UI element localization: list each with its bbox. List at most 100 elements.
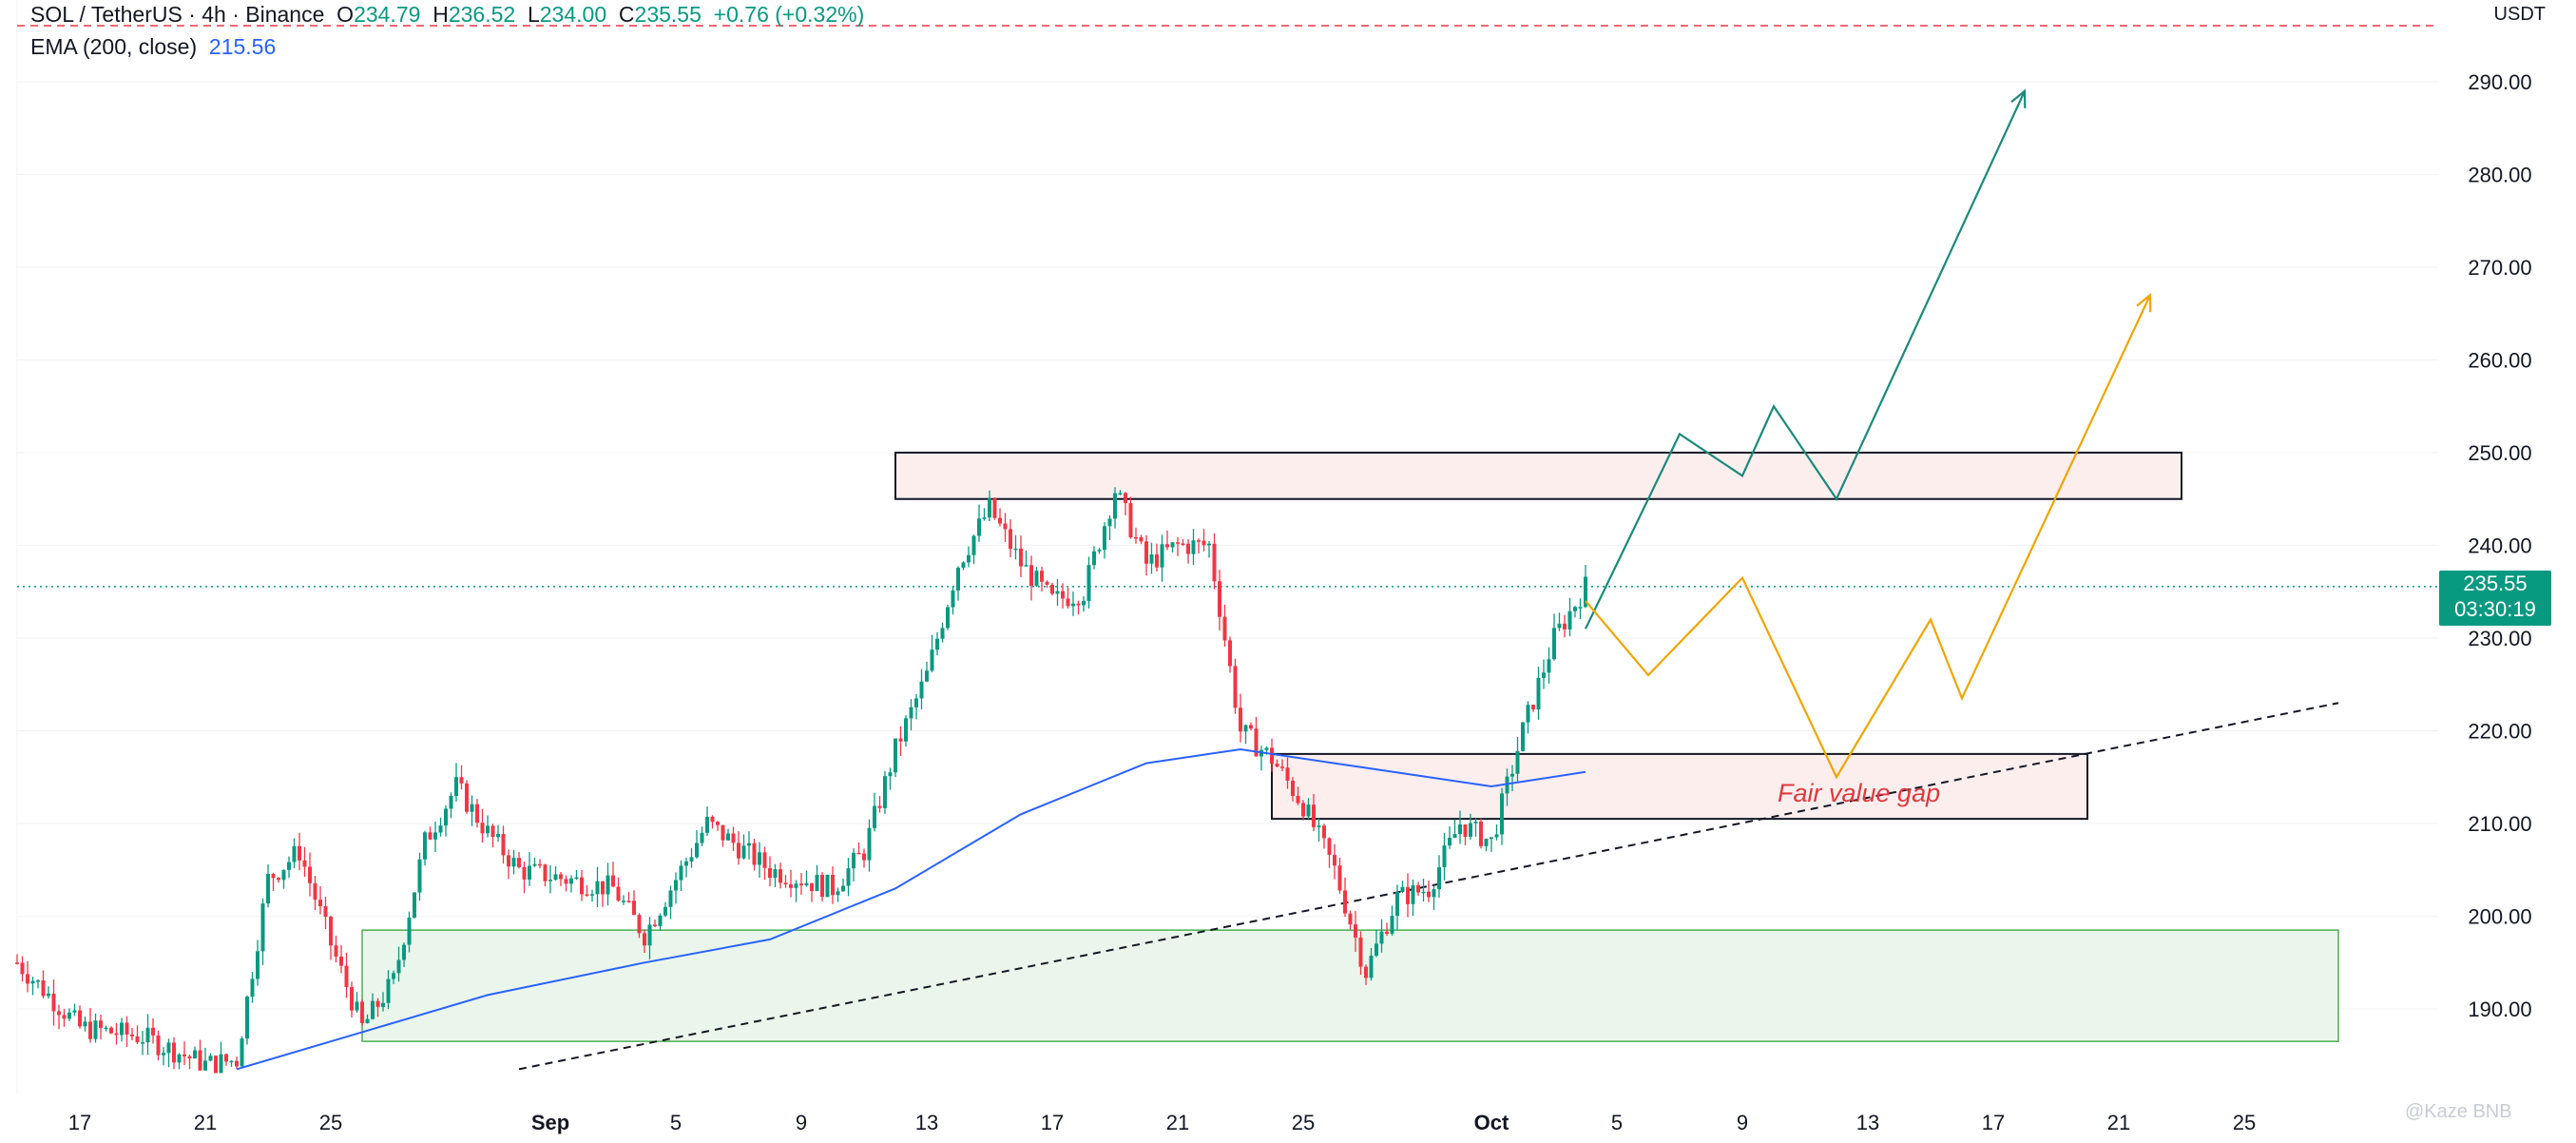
candle (574, 869, 579, 881)
candle (470, 795, 474, 826)
candle (1144, 534, 1148, 576)
candle (799, 872, 803, 895)
candle (768, 856, 772, 887)
candle (496, 824, 500, 843)
candle (1479, 818, 1483, 849)
supply-zone[interactable] (894, 452, 2182, 500)
candle (1494, 824, 1499, 841)
candle (925, 661, 929, 683)
candle (590, 889, 594, 902)
candle (737, 831, 740, 865)
axis-layer: 190.00 200.00 210.00 220.00 230.00 240.00 250.… (68, 70, 2532, 1134)
candle (433, 822, 437, 853)
candle (413, 892, 416, 919)
candle (904, 715, 908, 747)
candle (1452, 819, 1457, 839)
candle (626, 891, 631, 903)
candle (177, 1053, 182, 1070)
x-tick-label: 21 (194, 1111, 217, 1134)
x-tick-label: 9 (1737, 1111, 1748, 1134)
author-watermark: @Kaze BNB (2405, 1101, 2512, 1122)
x-tick-label: 17 (68, 1111, 91, 1134)
x-tick-label: 21 (1166, 1111, 1189, 1134)
candle (951, 586, 955, 615)
y-tick-label: 220.00 (2468, 720, 2531, 744)
candle (898, 726, 903, 757)
candle (407, 911, 412, 953)
candle (350, 981, 354, 1017)
bullish-projection[interactable] (1585, 90, 2026, 630)
candle (428, 826, 433, 841)
candle (601, 881, 605, 907)
candle (423, 830, 427, 866)
candle (1484, 838, 1489, 852)
candle (250, 972, 255, 1003)
x-tick-label: 17 (1982, 1111, 2005, 1134)
candle (1375, 929, 1378, 958)
candle (961, 561, 966, 571)
y-tick-label: 190.00 (2468, 998, 2531, 1021)
candle (1071, 591, 1075, 616)
candle (815, 864, 819, 892)
candle (15, 954, 19, 965)
bar-countdown: 03:30:19 (2454, 596, 2536, 621)
candle (1013, 534, 1018, 560)
bullish-arrowhead (2010, 88, 2027, 108)
candle (548, 864, 552, 894)
y-tick-label: 260.00 (2468, 349, 2531, 373)
candle (224, 1053, 228, 1066)
candle (616, 877, 621, 902)
candle (1322, 823, 1326, 849)
candle (1128, 496, 1133, 539)
last-price-tag: 235.55 03:30:19 (2439, 570, 2551, 626)
candle (971, 534, 976, 565)
candle (365, 1014, 370, 1024)
candle (1547, 647, 1551, 684)
alternate-projection[interactable] (1585, 294, 2151, 780)
candle (559, 871, 563, 886)
demand-zone[interactable] (361, 929, 2339, 1042)
candle (208, 1053, 213, 1062)
candle (1201, 529, 1206, 552)
candle (580, 869, 584, 901)
symbol-name[interactable]: SOL / TetherUS · 4h · Binance (30, 2, 325, 27)
ascending-trendline[interactable] (518, 702, 2339, 1071)
candle (465, 780, 469, 814)
candle (490, 823, 495, 848)
candle (1448, 826, 1451, 849)
candle (1358, 931, 1363, 976)
candle (381, 992, 385, 1012)
candle (1400, 881, 1405, 894)
candle (700, 826, 704, 847)
zone-layer (361, 452, 2339, 1042)
candle (449, 792, 453, 819)
candle (109, 1026, 113, 1035)
candle (862, 848, 866, 868)
candle (935, 631, 939, 656)
candle (1160, 534, 1164, 582)
x-tick-label: 5 (670, 1111, 682, 1134)
candle (1019, 535, 1023, 577)
candle (1124, 492, 1127, 515)
candle (1500, 787, 1504, 845)
candle (1243, 724, 1248, 745)
candle (375, 998, 380, 1017)
candle (940, 622, 945, 643)
candle (888, 767, 893, 790)
x-tick-label: 25 (2233, 1111, 2256, 1134)
candle (1354, 911, 1357, 952)
fair-value-gap-zone[interactable] (1271, 752, 2088, 821)
currency-label[interactable]: USDT (2486, 2, 2553, 28)
candle (1552, 613, 1556, 661)
candle (67, 1008, 71, 1021)
low-value: 234.00 (539, 2, 607, 27)
candle (308, 852, 312, 897)
candle (266, 864, 270, 908)
candle (1233, 658, 1238, 714)
ema-legend[interactable]: EMA (200, close) 215.56 (30, 34, 276, 60)
candle (883, 770, 887, 814)
candle (125, 1016, 129, 1047)
candle (1222, 604, 1227, 648)
candle (120, 1017, 124, 1042)
